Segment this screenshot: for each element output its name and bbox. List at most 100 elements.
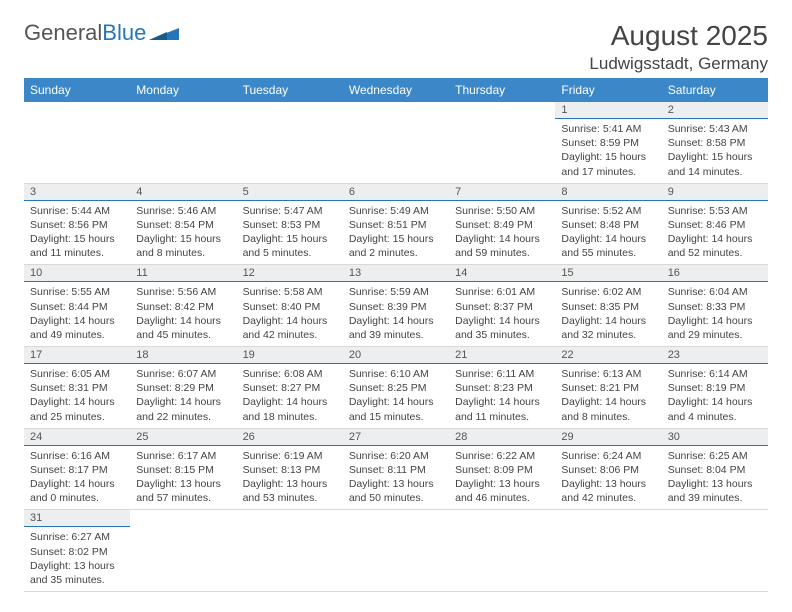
calendar-cell: 13Sunrise: 5:59 AMSunset: 8:39 PMDayligh… (343, 265, 449, 347)
calendar-cell: 25Sunrise: 6:17 AMSunset: 8:15 PMDayligh… (130, 428, 236, 510)
day-number: 3 (24, 184, 130, 201)
calendar-row: 24Sunrise: 6:16 AMSunset: 8:17 PMDayligh… (24, 428, 768, 510)
day-number: 25 (130, 429, 236, 446)
calendar-cell: 31Sunrise: 6:27 AMSunset: 8:02 PMDayligh… (24, 510, 130, 592)
calendar-cell: 28Sunrise: 6:22 AMSunset: 8:09 PMDayligh… (449, 428, 555, 510)
day-details: Sunrise: 5:44 AMSunset: 8:56 PMDaylight:… (24, 201, 130, 265)
day-number: 7 (449, 184, 555, 201)
calendar-cell: 18Sunrise: 6:07 AMSunset: 8:29 PMDayligh… (130, 347, 236, 429)
day-details: Sunrise: 5:50 AMSunset: 8:49 PMDaylight:… (449, 201, 555, 265)
calendar-cell: 21Sunrise: 6:11 AMSunset: 8:23 PMDayligh… (449, 347, 555, 429)
calendar-cell: 3Sunrise: 5:44 AMSunset: 8:56 PMDaylight… (24, 183, 130, 265)
day-number: 8 (555, 184, 661, 201)
calendar-cell: 30Sunrise: 6:25 AMSunset: 8:04 PMDayligh… (662, 428, 768, 510)
calendar-cell: 6Sunrise: 5:49 AMSunset: 8:51 PMDaylight… (343, 183, 449, 265)
calendar-table: SundayMondayTuesdayWednesdayThursdayFrid… (24, 78, 768, 592)
day-number: 10 (24, 265, 130, 282)
day-details: Sunrise: 6:08 AMSunset: 8:27 PMDaylight:… (237, 364, 343, 428)
calendar-cell: 9Sunrise: 5:53 AMSunset: 8:46 PMDaylight… (662, 183, 768, 265)
day-details: Sunrise: 5:58 AMSunset: 8:40 PMDaylight:… (237, 282, 343, 346)
calendar-row: 10Sunrise: 5:55 AMSunset: 8:44 PMDayligh… (24, 265, 768, 347)
calendar-cell: 29Sunrise: 6:24 AMSunset: 8:06 PMDayligh… (555, 428, 661, 510)
day-number: 2 (662, 102, 768, 119)
day-number: 17 (24, 347, 130, 364)
day-details: Sunrise: 5:52 AMSunset: 8:48 PMDaylight:… (555, 201, 661, 265)
day-number: 20 (343, 347, 449, 364)
day-number: 13 (343, 265, 449, 282)
calendar-cell: 8Sunrise: 5:52 AMSunset: 8:48 PMDaylight… (555, 183, 661, 265)
day-number: 18 (130, 347, 236, 364)
day-number: 15 (555, 265, 661, 282)
calendar-cell: 17Sunrise: 6:05 AMSunset: 8:31 PMDayligh… (24, 347, 130, 429)
header: GeneralBlue August 2025 Ludwigsstadt, Ge… (24, 20, 768, 74)
calendar-cell: 7Sunrise: 5:50 AMSunset: 8:49 PMDaylight… (449, 183, 555, 265)
calendar-cell-empty (449, 102, 555, 183)
calendar-cell-empty (449, 510, 555, 592)
day-number: 14 (449, 265, 555, 282)
calendar-body: 1Sunrise: 5:41 AMSunset: 8:59 PMDaylight… (24, 102, 768, 592)
day-number: 26 (237, 429, 343, 446)
calendar-row: 1Sunrise: 5:41 AMSunset: 8:59 PMDaylight… (24, 102, 768, 183)
day-number: 1 (555, 102, 661, 119)
day-details: Sunrise: 6:25 AMSunset: 8:04 PMDaylight:… (662, 446, 768, 510)
calendar-cell: 23Sunrise: 6:14 AMSunset: 8:19 PMDayligh… (662, 347, 768, 429)
calendar-cell: 12Sunrise: 5:58 AMSunset: 8:40 PMDayligh… (237, 265, 343, 347)
flag-icon (146, 20, 179, 46)
weekday-header: Friday (555, 78, 661, 102)
day-number: 6 (343, 184, 449, 201)
calendar-cell: 15Sunrise: 6:02 AMSunset: 8:35 PMDayligh… (555, 265, 661, 347)
day-number: 31 (24, 510, 130, 527)
calendar-row: 17Sunrise: 6:05 AMSunset: 8:31 PMDayligh… (24, 347, 768, 429)
day-details: Sunrise: 6:13 AMSunset: 8:21 PMDaylight:… (555, 364, 661, 428)
calendar-cell-empty (130, 102, 236, 183)
calendar-cell: 11Sunrise: 5:56 AMSunset: 8:42 PMDayligh… (130, 265, 236, 347)
day-details: Sunrise: 5:53 AMSunset: 8:46 PMDaylight:… (662, 201, 768, 265)
day-details: Sunrise: 5:43 AMSunset: 8:58 PMDaylight:… (662, 119, 768, 183)
weekday-header-row: SundayMondayTuesdayWednesdayThursdayFrid… (24, 78, 768, 102)
day-number: 22 (555, 347, 661, 364)
calendar-cell: 16Sunrise: 6:04 AMSunset: 8:33 PMDayligh… (662, 265, 768, 347)
calendar-cell-empty (24, 102, 130, 183)
logo: GeneralBlue (24, 20, 179, 46)
day-details: Sunrise: 5:41 AMSunset: 8:59 PMDaylight:… (555, 119, 661, 183)
title-block: August 2025 Ludwigsstadt, Germany (589, 20, 768, 74)
weekday-header: Monday (130, 78, 236, 102)
day-number: 30 (662, 429, 768, 446)
calendar-cell: 2Sunrise: 5:43 AMSunset: 8:58 PMDaylight… (662, 102, 768, 183)
calendar-cell: 1Sunrise: 5:41 AMSunset: 8:59 PMDaylight… (555, 102, 661, 183)
weekday-header: Wednesday (343, 78, 449, 102)
weekday-header: Saturday (662, 78, 768, 102)
day-number: 28 (449, 429, 555, 446)
calendar-cell: 24Sunrise: 6:16 AMSunset: 8:17 PMDayligh… (24, 428, 130, 510)
day-number: 9 (662, 184, 768, 201)
weekday-header: Thursday (449, 78, 555, 102)
day-number: 23 (662, 347, 768, 364)
logo-text-blue: Blue (102, 20, 146, 46)
day-number: 19 (237, 347, 343, 364)
day-number: 27 (343, 429, 449, 446)
day-details: Sunrise: 6:01 AMSunset: 8:37 PMDaylight:… (449, 282, 555, 346)
day-details: Sunrise: 6:24 AMSunset: 8:06 PMDaylight:… (555, 446, 661, 510)
calendar-cell: 4Sunrise: 5:46 AMSunset: 8:54 PMDaylight… (130, 183, 236, 265)
day-number: 21 (449, 347, 555, 364)
day-details: Sunrise: 6:14 AMSunset: 8:19 PMDaylight:… (662, 364, 768, 428)
calendar-cell-empty (343, 102, 449, 183)
day-details: Sunrise: 6:05 AMSunset: 8:31 PMDaylight:… (24, 364, 130, 428)
calendar-cell-empty (343, 510, 449, 592)
month-title: August 2025 (589, 20, 768, 52)
day-number: 24 (24, 429, 130, 446)
calendar-cell-empty (662, 510, 768, 592)
logo-text-general: General (24, 20, 102, 46)
calendar-cell: 5Sunrise: 5:47 AMSunset: 8:53 PMDaylight… (237, 183, 343, 265)
calendar-cell: 14Sunrise: 6:01 AMSunset: 8:37 PMDayligh… (449, 265, 555, 347)
day-details: Sunrise: 5:47 AMSunset: 8:53 PMDaylight:… (237, 201, 343, 265)
day-details: Sunrise: 6:22 AMSunset: 8:09 PMDaylight:… (449, 446, 555, 510)
day-number: 29 (555, 429, 661, 446)
day-details: Sunrise: 5:56 AMSunset: 8:42 PMDaylight:… (130, 282, 236, 346)
day-details: Sunrise: 6:10 AMSunset: 8:25 PMDaylight:… (343, 364, 449, 428)
day-details: Sunrise: 6:20 AMSunset: 8:11 PMDaylight:… (343, 446, 449, 510)
day-details: Sunrise: 6:16 AMSunset: 8:17 PMDaylight:… (24, 446, 130, 510)
calendar-cell: 26Sunrise: 6:19 AMSunset: 8:13 PMDayligh… (237, 428, 343, 510)
day-details: Sunrise: 6:19 AMSunset: 8:13 PMDaylight:… (237, 446, 343, 510)
day-number: 12 (237, 265, 343, 282)
